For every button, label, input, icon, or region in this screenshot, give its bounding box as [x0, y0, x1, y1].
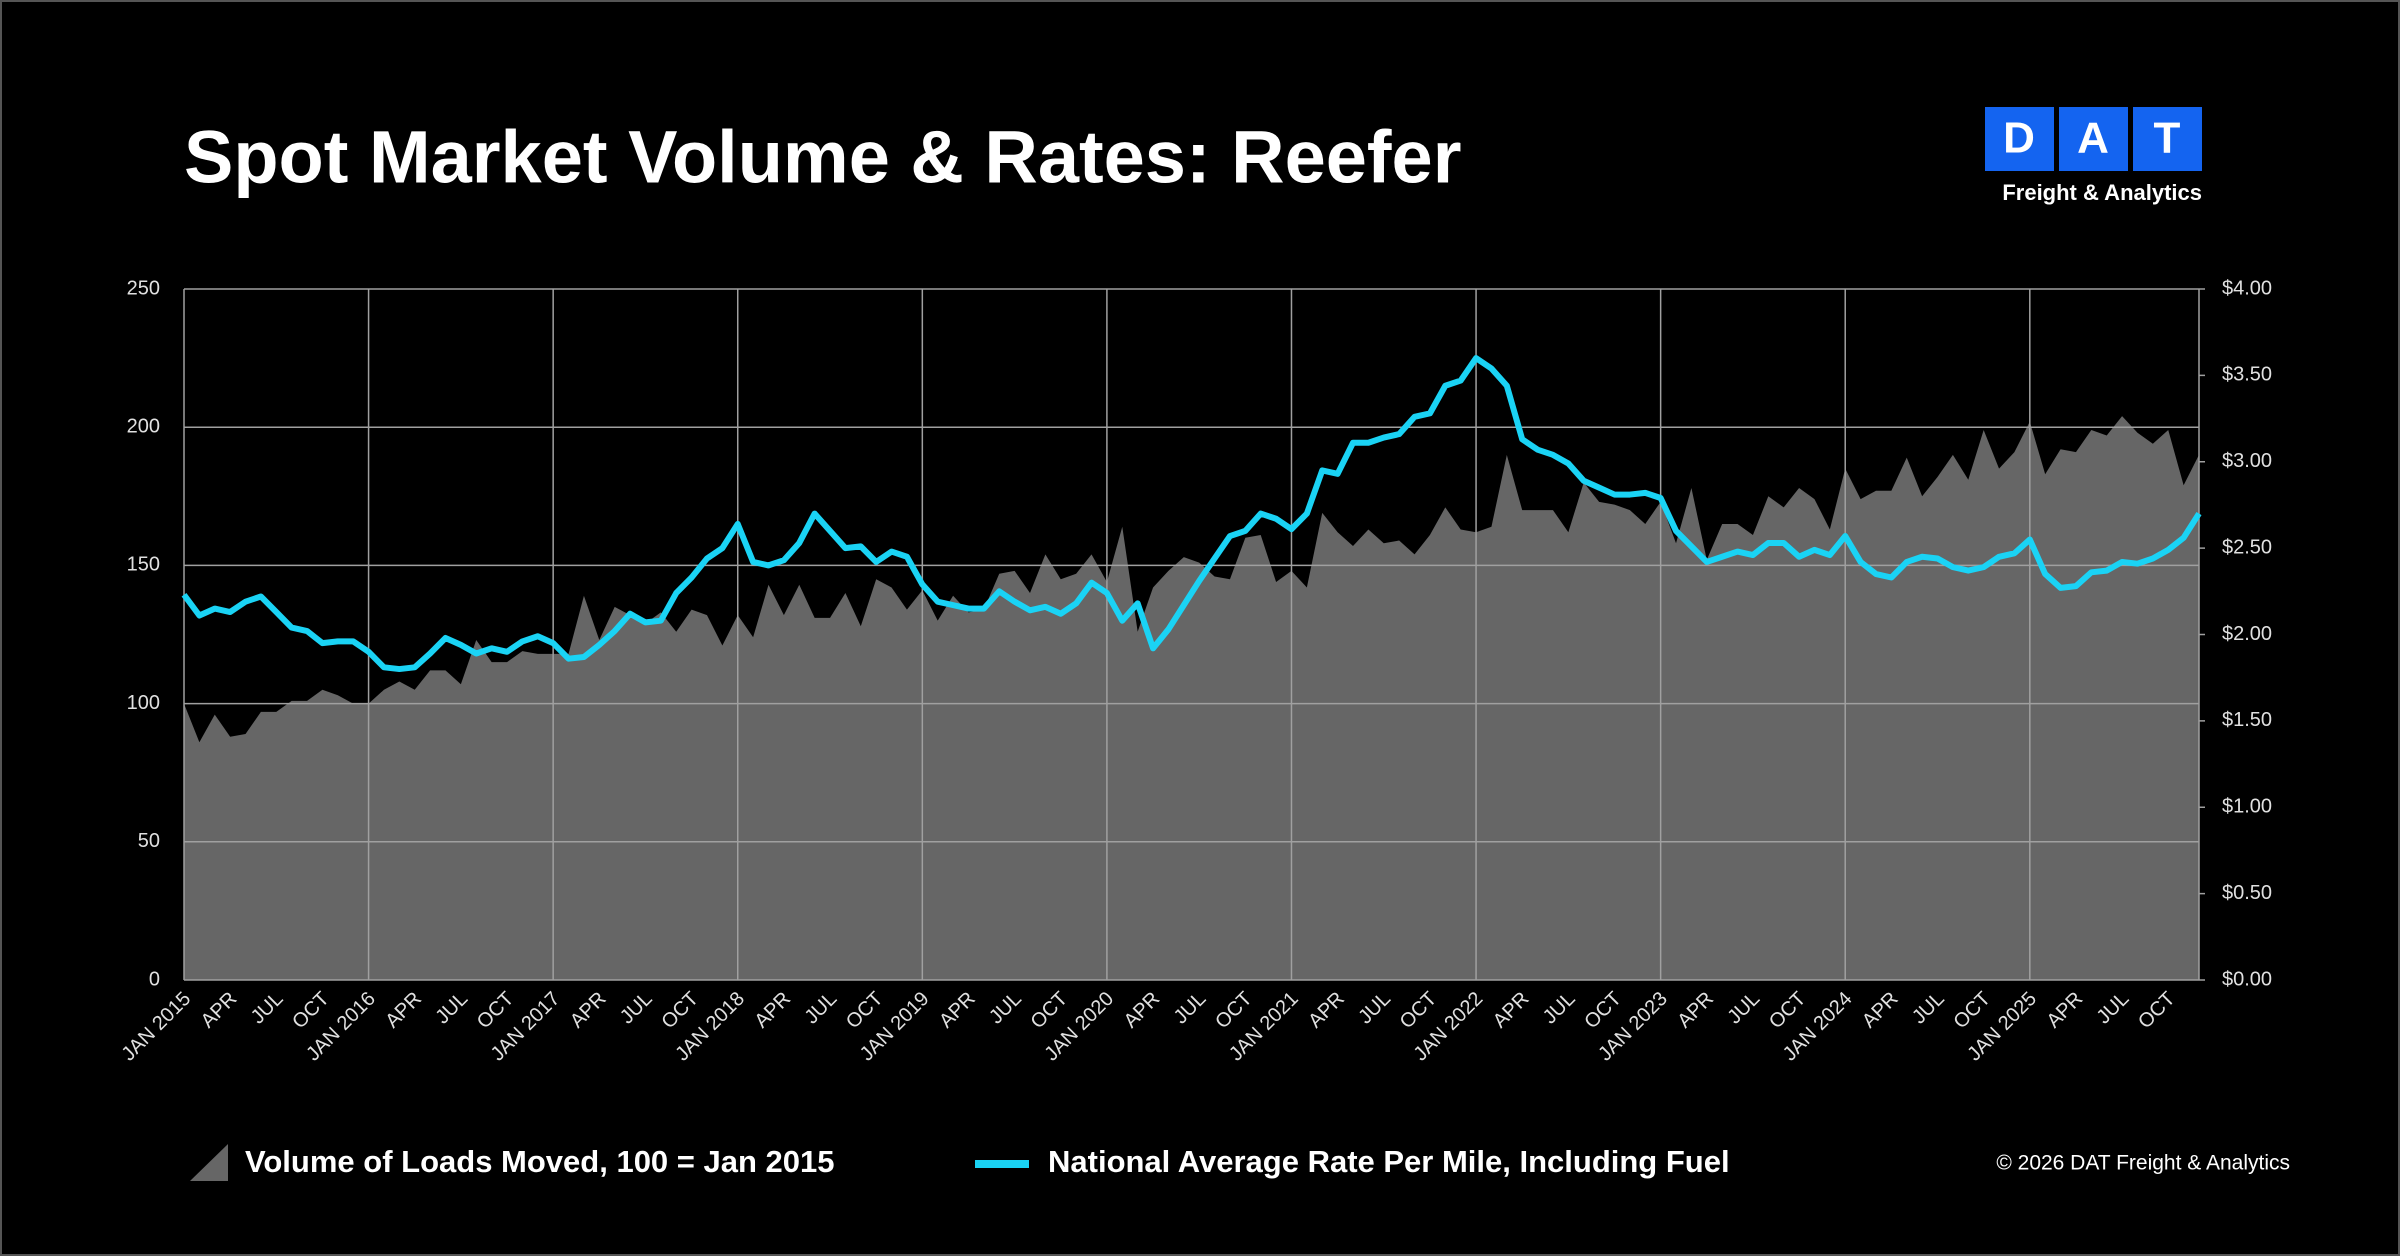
logo-box — [2059, 107, 2128, 171]
logo: D A T Freight & Analytics — [1985, 107, 2202, 205]
logo-tagline: Freight & Analytics — [2002, 180, 2202, 205]
y2-tick-label: $0.50 — [2222, 882, 2272, 904]
y-tick-label: 150 — [127, 554, 160, 576]
y-tick-label: 200 — [127, 415, 160, 437]
y2-tick-label: $4.00 — [2222, 277, 2272, 299]
logo-letter: T — [2154, 114, 2181, 163]
rate-line — [181, 355, 2202, 673]
legend-label: Volume of Loads Moved, 100 = Jan 2015 — [245, 1144, 835, 1179]
y-tick-label: 0 — [149, 968, 160, 990]
logo-letter: A — [2077, 114, 2109, 163]
logo-box — [1985, 107, 2054, 171]
legend-label: National Average Rate Per Mile, Includin… — [1048, 1144, 1730, 1179]
y2-tick-label: $0.00 — [2222, 968, 2272, 990]
y2-tick-label: $1.50 — [2222, 709, 2272, 731]
y2-tick-label: $2.50 — [2222, 536, 2272, 558]
y2-tick-label: $3.00 — [2222, 450, 2272, 472]
y-tick-label: 100 — [127, 692, 160, 714]
plot: 0 50 100 150 200 250 $0.00 $0.50 $1.00 $1.50 $2.00… — [118, 277, 2272, 1181]
chart-title: Spot Market Volume & Rates: Reefer — [184, 116, 1462, 199]
y-tick-label: 250 — [127, 277, 160, 299]
y2-tick-label: $3.50 — [2222, 364, 2272, 386]
logo-box — [2133, 107, 2202, 171]
volume-area — [184, 416, 2199, 980]
y2-tick-label: $1.00 — [2222, 796, 2272, 818]
y-tick-label: 50 — [138, 830, 160, 852]
legend-swatch — [190, 1144, 228, 1181]
logo-letter: D — [2003, 114, 2035, 163]
y2-tick-label: $2.00 — [2222, 623, 2272, 645]
source: © 2026 DAT Freight & Analytics — [1996, 1152, 2290, 1175]
